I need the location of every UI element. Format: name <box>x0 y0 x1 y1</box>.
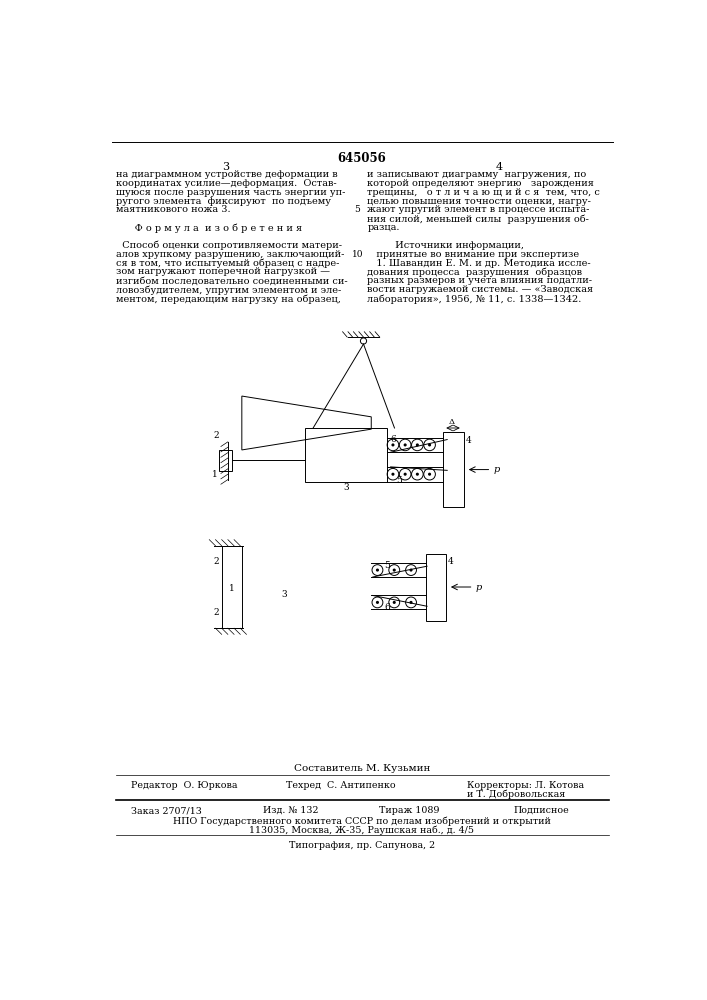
Text: жают упругий элемент в процессе испыта-: жают упругий элемент в процессе испыта- <box>368 205 590 214</box>
Text: вости нагружаемой системы. — «Заводская: вости нагружаемой системы. — «Заводская <box>368 285 593 294</box>
Bar <box>443 432 464 507</box>
Bar <box>218 450 232 471</box>
Text: 3: 3 <box>344 483 349 492</box>
Text: 113035, Москва, Ж-35, Раушская наб., д. 4/5: 113035, Москва, Ж-35, Раушская наб., д. … <box>250 825 474 835</box>
Text: лаборатория», 1956, № 11, с. 1338—1342.: лаборатория», 1956, № 11, с. 1338—1342. <box>368 294 582 304</box>
Text: Типография, пр. Сапунова, 2: Типография, пр. Сапунова, 2 <box>289 841 435 850</box>
Text: Заказ 2707/13: Заказ 2707/13 <box>131 806 202 815</box>
Text: ния силой, меньшей силы  разрушения об-: ния силой, меньшей силы разрушения об- <box>368 214 589 224</box>
Text: Изд. № 132: Изд. № 132 <box>263 806 318 815</box>
Text: Способ оценки сопротивляемости матери-: Способ оценки сопротивляемости матери- <box>115 241 341 250</box>
Text: и записывают диаграмму  нагружения, по: и записывают диаграмму нагружения, по <box>368 170 587 179</box>
Text: которой определяют энергию   зарождения: которой определяют энергию зарождения <box>368 179 595 188</box>
Bar <box>426 554 446 620</box>
Text: 3: 3 <box>281 590 287 599</box>
Text: 6: 6 <box>384 603 390 612</box>
Text: Δ: Δ <box>448 418 455 426</box>
Text: и Т. Добровольская: и Т. Добровольская <box>467 789 565 799</box>
Text: Источники информации,: Источники информации, <box>368 241 525 250</box>
Text: дования процесса  разрушения  образцов: дования процесса разрушения образцов <box>368 267 583 277</box>
Circle shape <box>428 443 431 446</box>
Circle shape <box>392 473 395 476</box>
Bar <box>222 546 242 628</box>
Circle shape <box>376 569 379 572</box>
Circle shape <box>404 473 407 476</box>
Text: Редактор  О. Юркова: Редактор О. Юркова <box>131 781 238 790</box>
Circle shape <box>392 443 395 446</box>
Circle shape <box>416 473 419 476</box>
Text: 645056: 645056 <box>337 152 386 165</box>
Circle shape <box>428 473 431 476</box>
Text: p: p <box>493 465 500 474</box>
Text: 5: 5 <box>384 561 390 570</box>
Text: Составитель М. Кузьмин: Составитель М. Кузьмин <box>294 764 430 773</box>
Text: ментом, передающим нагрузку на образец,: ментом, передающим нагрузку на образец, <box>115 294 340 304</box>
Text: 2: 2 <box>214 557 219 566</box>
Text: p: p <box>476 583 482 592</box>
Text: маятникового ножа 3.: маятникового ножа 3. <box>115 205 230 214</box>
Text: шуюся после разрушения часть энергии уп-: шуюся после разрушения часть энергии уп- <box>115 188 345 197</box>
Text: целью повышения точности оценки, нагру-: целью повышения точности оценки, нагру- <box>368 197 591 206</box>
Circle shape <box>392 569 396 572</box>
Text: 1: 1 <box>229 584 235 593</box>
Circle shape <box>404 443 407 446</box>
Text: 6: 6 <box>391 435 397 444</box>
Text: Техред  С. Антипенко: Техред С. Антипенко <box>286 781 396 790</box>
Text: алов хрупкому разрушению, заключающий-: алов хрупкому разрушению, заключающий- <box>115 250 344 259</box>
Text: на диаграммном устройстве деформации в: на диаграммном устройстве деформации в <box>115 170 337 179</box>
Text: зом нагружают поперечной нагрузкой —: зом нагружают поперечной нагрузкой — <box>115 267 329 276</box>
Text: 5: 5 <box>396 476 402 485</box>
Bar <box>305 428 387 482</box>
Circle shape <box>376 601 379 604</box>
Text: ругого элемента  фиксируют  по подъему: ругого элемента фиксируют по подъему <box>115 197 330 206</box>
Text: ся в том, что испытуемый образец с надре-: ся в том, что испытуемый образец с надре… <box>115 259 339 268</box>
Text: 4: 4 <box>496 162 503 172</box>
Text: 10: 10 <box>351 250 363 259</box>
Text: ловозбудителем, упругим элементом и эле-: ловозбудителем, упругим элементом и эле- <box>115 285 341 295</box>
Text: 4: 4 <box>466 436 472 445</box>
Text: 2: 2 <box>214 608 219 617</box>
Text: 1. Шавандин Е. М. и др. Методика иссле-: 1. Шавандин Е. М. и др. Методика иссле- <box>368 259 591 268</box>
Circle shape <box>392 601 396 604</box>
Circle shape <box>409 569 413 572</box>
Text: 5: 5 <box>354 205 361 214</box>
Text: Ф о р м у л а  и з о б р е т е н и я: Ф о р м у л а и з о б р е т е н и я <box>115 223 302 233</box>
Circle shape <box>409 601 413 604</box>
Text: Корректоры: Л. Котова: Корректоры: Л. Котова <box>467 781 584 790</box>
Text: 3: 3 <box>222 162 229 172</box>
Text: 4: 4 <box>448 557 454 566</box>
Text: разца.: разца. <box>368 223 400 232</box>
Text: принятые во внимание при экспертизе: принятые во внимание при экспертизе <box>368 250 580 259</box>
Text: координатах усилие—деформация.  Остав-: координатах усилие—деформация. Остав- <box>115 179 336 188</box>
Text: Тираж 1089: Тираж 1089 <box>379 806 440 815</box>
Text: изгибом последовательно соединенными си-: изгибом последовательно соединенными си- <box>115 276 347 285</box>
Text: разных размеров и учета влияния податли-: разных размеров и учета влияния податли- <box>368 276 592 285</box>
Text: трещины,   о т л и ч а ю щ и й с я  тем, что, с: трещины, о т л и ч а ю щ и й с я тем, чт… <box>368 188 600 197</box>
Text: 2: 2 <box>214 431 219 440</box>
Circle shape <box>416 443 419 446</box>
Text: НПО Государственного комитета СССР по делам изобретений и открытий: НПО Государственного комитета СССР по де… <box>173 816 551 826</box>
Text: 1: 1 <box>212 470 218 479</box>
Text: Подписное: Подписное <box>513 806 569 815</box>
